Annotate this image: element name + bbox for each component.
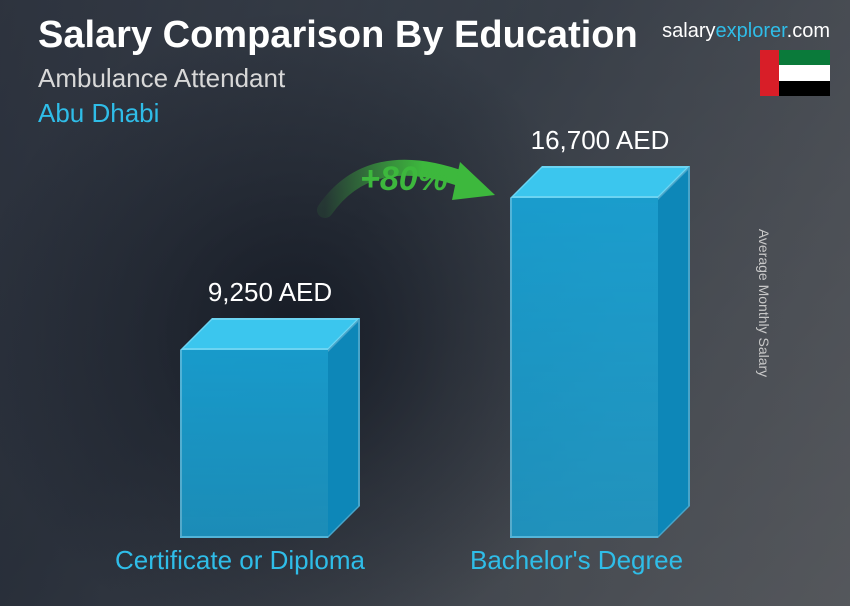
bar-1: 16,700 AED: [510, 166, 690, 538]
bar-front: [510, 198, 658, 538]
bar-value-label: 16,700 AED: [510, 125, 690, 156]
chart-subtitle: Ambulance Attendant: [38, 63, 830, 94]
bar-value-label: 9,250 AED: [180, 277, 360, 308]
flag-white-stripe: [779, 65, 830, 80]
percent-increase-label: +80%: [360, 160, 448, 199]
bar-0: 9,250 AED: [180, 318, 360, 538]
bar-category-label: Certificate or Diploma: [115, 545, 365, 576]
chart-location: Abu Dhabi: [38, 98, 830, 129]
bar-chart: +80% 9,250 AED Certificate or Diploma 16,7…: [60, 150, 790, 586]
bar-category-label: Bachelor's Degree: [470, 545, 683, 576]
source-label: salaryexplorer.com: [662, 20, 830, 43]
uae-flag-icon: [760, 50, 830, 96]
flag-green-stripe: [779, 50, 830, 65]
bar-top: [180, 318, 360, 350]
flag-black-stripe: [779, 81, 830, 96]
source-part1: salary: [662, 20, 715, 42]
source-part3: .com: [787, 20, 830, 42]
flag-horizontal-stripes: [779, 50, 830, 96]
bar-side: [328, 318, 360, 538]
flag-red-stripe: [760, 50, 779, 96]
bar-side: [658, 166, 690, 538]
source-part2: explorer: [716, 20, 787, 42]
bar-front: [180, 350, 328, 538]
